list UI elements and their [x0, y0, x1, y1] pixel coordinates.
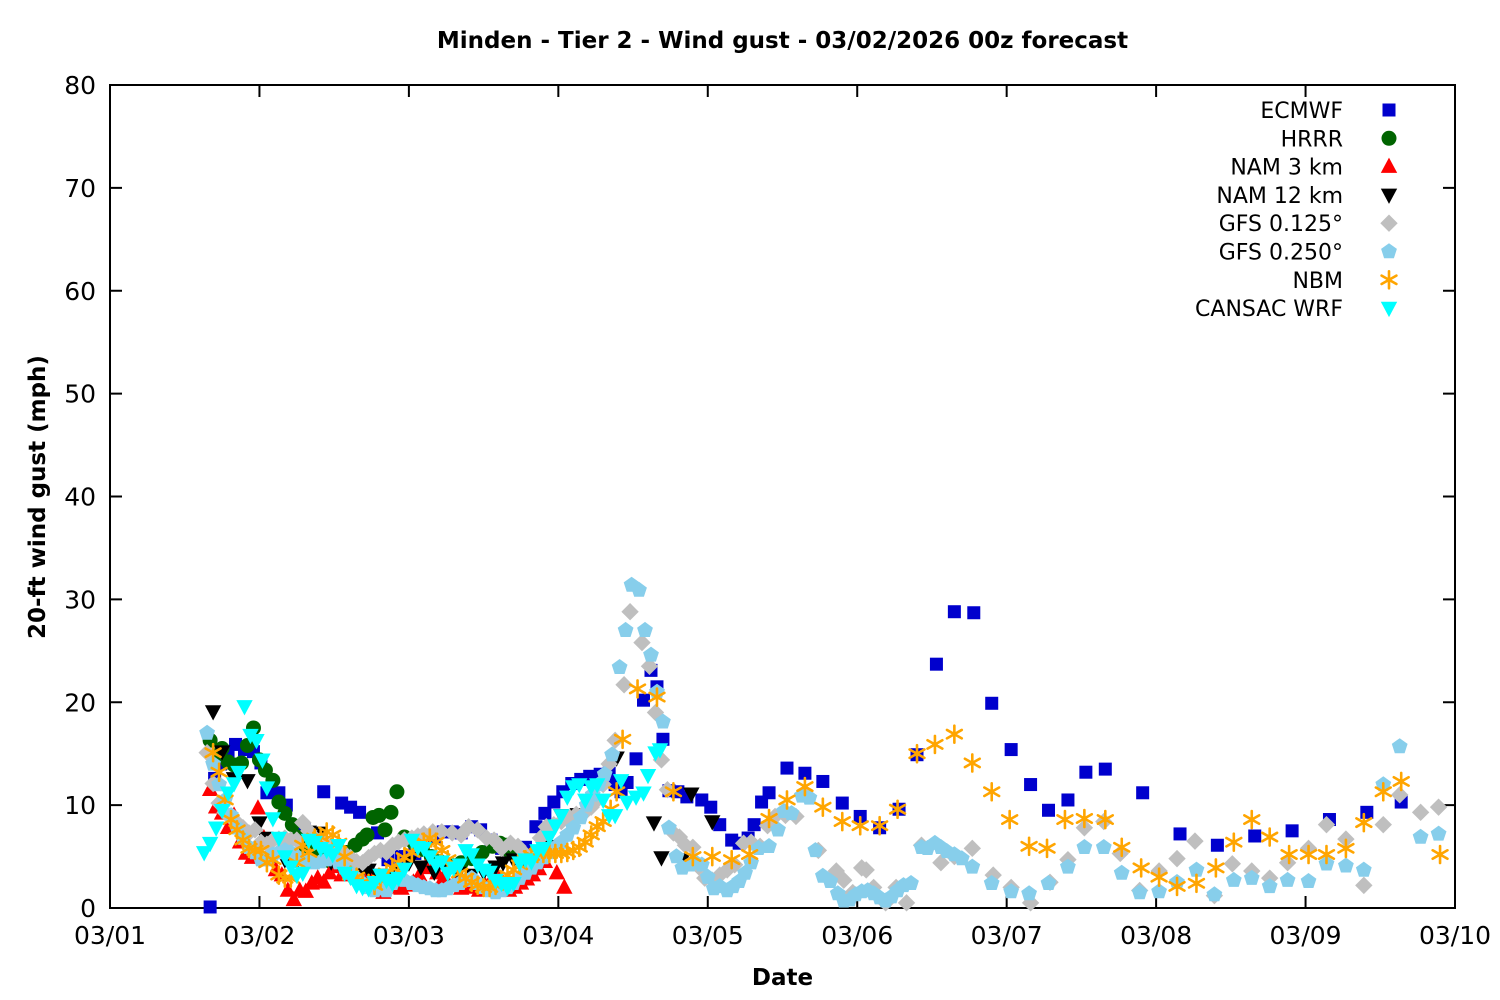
legend-marker-circle-icon	[1381, 130, 1397, 146]
legend-label: GFS 0.125°	[1219, 212, 1343, 237]
legend-marker-triangle-up-icon	[1380, 157, 1398, 173]
legend-label: NAM 3 km	[1230, 156, 1343, 181]
y-tick-label: 50	[64, 380, 96, 409]
legend-item-hrrr: HRRR	[1281, 127, 1397, 152]
legend-label: NBM	[1292, 269, 1343, 294]
legend-label: CANSAC WRF	[1195, 297, 1343, 322]
x-tick-label: 03/02	[223, 921, 295, 950]
legend-item-nam-3-km: NAM 3 km	[1230, 156, 1398, 181]
x-tick-label: 03/01	[74, 921, 146, 950]
y-tick-label: 10	[64, 791, 96, 820]
x-tick-label: 03/03	[373, 921, 445, 950]
x-axis-label: Date	[751, 965, 814, 991]
legend-item-ecmwf: ECMWF	[1260, 99, 1396, 124]
series-cansac-wrf	[195, 700, 669, 898]
x-tick-label: 03/06	[821, 921, 893, 950]
x-tick-label: 03/05	[672, 921, 744, 950]
chart-title: Minden - Tier 2 - Wind gust - 03/02/2026…	[436, 28, 1129, 54]
y-tick-label: 80	[64, 71, 96, 100]
legend-marker-square-icon	[1382, 103, 1396, 117]
y-tick-label: 60	[64, 277, 96, 306]
legend-item-nam-12-km: NAM 12 km	[1216, 184, 1398, 209]
legend-label: GFS 0.250°	[1219, 241, 1343, 266]
x-tick-label: 03/09	[1270, 921, 1342, 950]
legend-marker-diamond-icon	[1380, 214, 1398, 232]
series-nbm	[204, 679, 1449, 898]
y-tick-label: 70	[64, 174, 96, 203]
legend: ECMWF HRRR NAM 3 km NAM 12 km GFS 0.125° GFS …	[1195, 99, 1398, 322]
legend-item-gfs-0-125-: GFS 0.125°	[1219, 212, 1398, 237]
legend-marker-asterisk-icon	[1380, 270, 1398, 290]
legend-item-nbm: NBM	[1292, 269, 1398, 294]
y-tick-label: 40	[64, 483, 96, 512]
x-tick-label: 03/07	[971, 921, 1043, 950]
x-tick-label: 03/04	[522, 921, 594, 950]
legend-marker-triangle-down-icon	[1380, 188, 1398, 204]
legend-label: ECMWF	[1260, 99, 1343, 124]
legend-label: NAM 12 km	[1216, 184, 1343, 209]
legend-item-gfs-0-250-: GFS 0.250°	[1219, 241, 1397, 266]
plot-axes: 03/01 03/02 03/03 03/04 03/05 03/06 03/07 03/08…	[64, 71, 1491, 950]
legend-marker-pentagon-icon	[1381, 243, 1397, 259]
y-tick-label: 20	[64, 688, 96, 717]
x-tick-label: 03/08	[1120, 921, 1192, 950]
series-ecmwf	[203, 605, 1408, 914]
y-tick-label: 30	[64, 585, 96, 614]
y-tick-label: 0	[80, 894, 96, 923]
legend-marker-triangle-down-icon	[1380, 301, 1398, 318]
x-tick-label: 03/10	[1419, 921, 1491, 950]
legend-label: HRRR	[1281, 127, 1343, 152]
legend-item-cansac-wrf: CANSAC WRF	[1195, 297, 1398, 322]
